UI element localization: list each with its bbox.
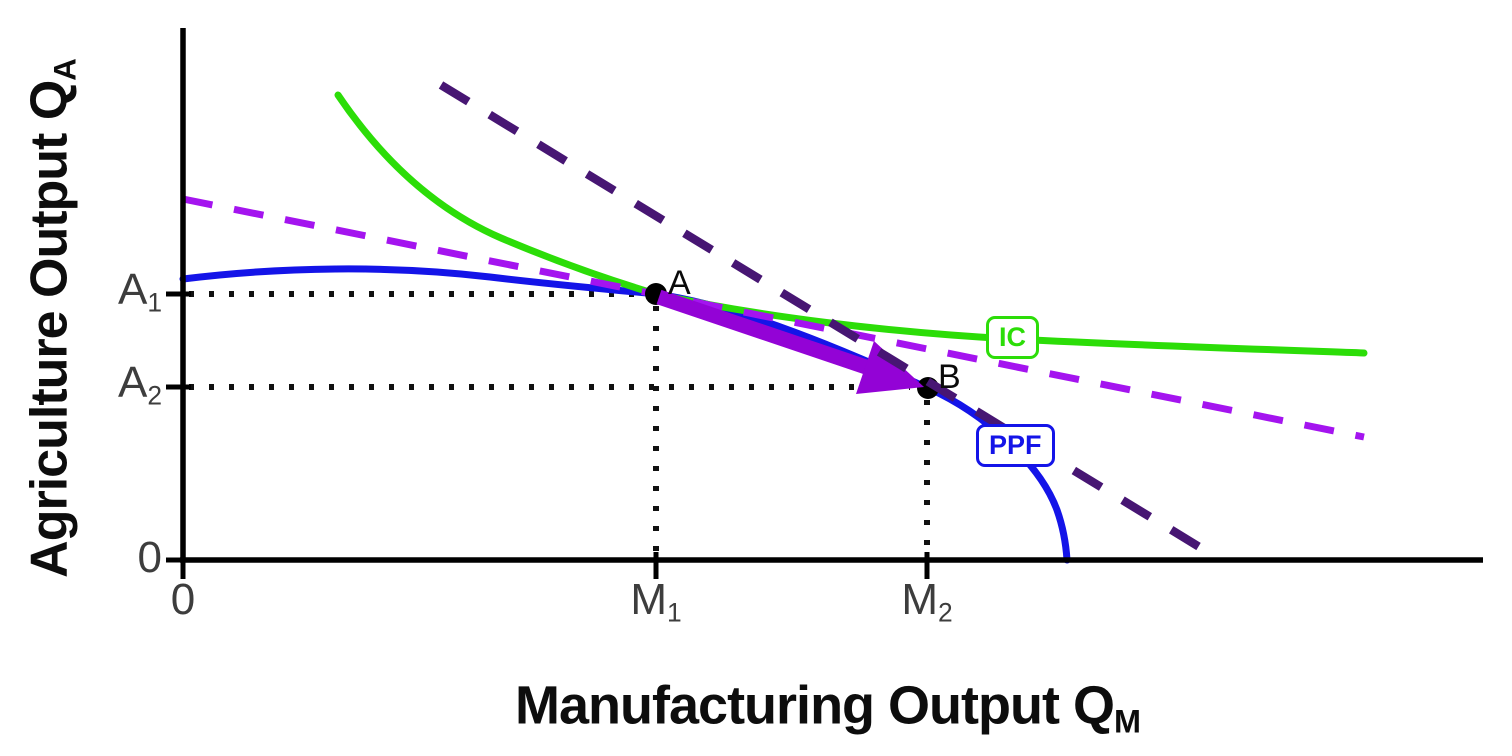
label-text: Agriculture Output Q (20, 80, 79, 578)
x-tick-label-m1: M1 (630, 578, 681, 626)
label-subscript: 1 (147, 287, 162, 318)
y-tick-label-zero: 0 (52, 536, 162, 580)
y-tick-label-a1: A1 (52, 268, 162, 316)
label-subscript: A (47, 58, 83, 81)
label-text: 0 (170, 575, 196, 624)
ppf-curve (179, 265, 1071, 564)
label-text: M (630, 575, 667, 624)
label-text: 0 (137, 533, 162, 582)
arrow-A-to-B-shaft (656, 289, 869, 375)
y-tick-label-a2: A2 (52, 361, 162, 409)
label-text: Manufacturing Output Q (515, 675, 1115, 736)
label-text: M (901, 575, 938, 624)
label-subscript: 2 (147, 380, 162, 411)
point-A-label: A (668, 264, 691, 302)
arrow-A-to-B-head (856, 341, 924, 394)
x-axis-title: Manufacturing Output QM (515, 678, 1141, 737)
label-text: A (117, 358, 148, 407)
ic-curve-tag: IC (986, 316, 1039, 359)
ppf-curve-tag: PPF (976, 424, 1055, 467)
indifference-curve (334, 91, 1368, 357)
label-subscript: M (1113, 703, 1141, 740)
price-line-tangent-at-A (182, 195, 1365, 441)
x-tick-label-m2: M2 (901, 578, 952, 626)
y-axis-title: Agriculture Output QA (20, 58, 83, 578)
world-price-line-through-B (438, 81, 1209, 555)
label-subscript: 2 (937, 597, 953, 628)
label-subscript: 1 (666, 597, 682, 628)
point-B-label: B (938, 358, 961, 396)
x-tick-label-zero: 0 (171, 578, 195, 622)
label-text: A (117, 265, 148, 314)
